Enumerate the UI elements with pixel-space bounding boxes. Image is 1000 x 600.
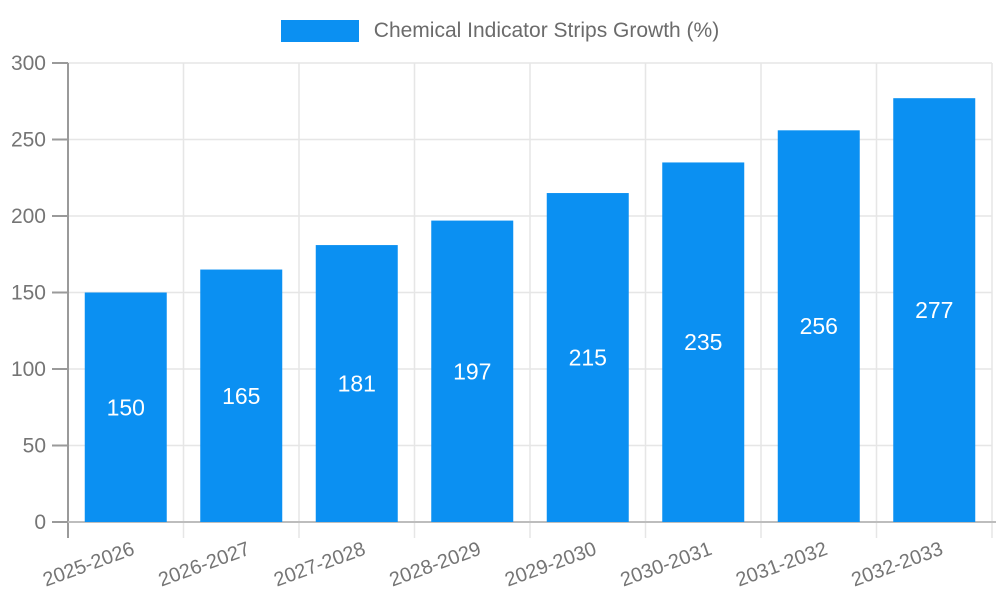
bar-value-label: 215 — [569, 345, 607, 371]
bar-value-label: 165 — [222, 383, 260, 409]
bar-2031-2032 — [777, 130, 860, 522]
bar-value-label: 277 — [915, 297, 953, 323]
x-tick-label: 2025-2026 — [40, 538, 137, 591]
bar-2032-2033 — [893, 98, 976, 522]
bar-value-label: 181 — [338, 371, 376, 397]
legend-swatch — [280, 20, 359, 42]
x-tick-label: 2030-2031 — [618, 538, 715, 591]
bar-2025-2026 — [84, 292, 167, 522]
x-tick-label: 2028-2029 — [387, 538, 484, 591]
bar-value-label: 235 — [684, 329, 722, 355]
legend: Chemical Indicator Strips Growth (%) — [0, 18, 1000, 44]
bar-2026-2027 — [200, 269, 283, 522]
bar-2030-2031 — [662, 162, 745, 522]
y-tick-label: 0 — [34, 511, 46, 534]
bar-value-label: 256 — [800, 313, 838, 339]
y-tick-label: 200 — [11, 205, 46, 228]
bar-2029-2030 — [546, 193, 629, 523]
x-tick-label: 2029-2030 — [502, 538, 599, 591]
x-tick-label: 2032-2033 — [849, 538, 946, 591]
y-tick-label: 50 — [23, 435, 46, 458]
x-tick-label: 2027-2028 — [271, 538, 368, 591]
bar-2028-2029 — [431, 220, 514, 522]
x-tick-label: 2031-2032 — [733, 538, 830, 591]
legend-label: Chemical Indicator Strips Growth (%) — [373, 19, 720, 42]
y-tick-label: 150 — [11, 282, 46, 305]
bar-value-label: 197 — [453, 358, 491, 384]
x-tick-label: 2026-2027 — [156, 538, 253, 591]
y-tick-label: 250 — [11, 129, 46, 152]
bar-2027-2028 — [315, 245, 398, 522]
y-tick-label: 300 — [11, 52, 46, 75]
y-tick-label: 100 — [11, 358, 46, 381]
bar-value-label: 150 — [107, 394, 145, 420]
